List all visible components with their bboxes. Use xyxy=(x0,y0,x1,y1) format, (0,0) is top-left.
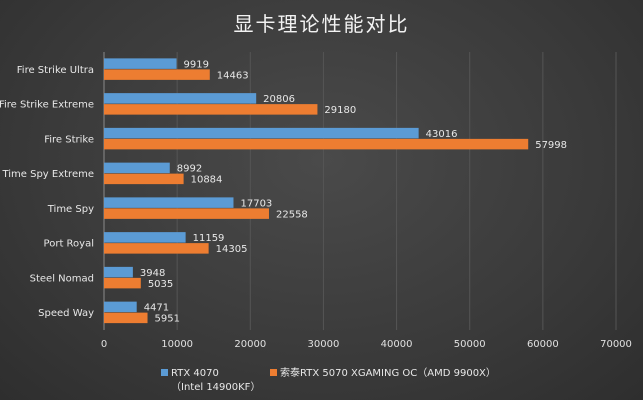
x-tick-label: 10000 xyxy=(161,339,193,350)
data-label: 10884 xyxy=(191,175,223,186)
x-tick-label: 0 xyxy=(101,339,107,350)
legend-swatch-icon xyxy=(270,369,277,376)
bar xyxy=(104,197,234,208)
data-label: 4471 xyxy=(144,303,169,314)
bar xyxy=(104,127,419,139)
data-label: 20806 xyxy=(263,94,295,105)
chart-title: 显卡理论性能对比 xyxy=(233,12,410,36)
bar xyxy=(104,93,257,104)
bar xyxy=(104,266,133,278)
x-tick-label: 20000 xyxy=(234,339,266,350)
data-label: 57998 xyxy=(535,140,567,151)
y-category-label: Steel Nomad xyxy=(30,273,94,284)
y-category-label: Fire Strike Ultra xyxy=(17,65,94,76)
data-label: 3948 xyxy=(140,268,165,279)
x-tick-label: 60000 xyxy=(527,339,559,350)
data-label: 43016 xyxy=(426,129,458,140)
y-category-label: Fire Strike xyxy=(44,134,94,145)
legend-swatch-icon xyxy=(161,369,168,376)
y-category-label: Time Spy xyxy=(47,204,94,215)
bar xyxy=(104,301,137,313)
y-category-label: Time Spy Extreme xyxy=(1,169,94,180)
y-category-label: Fire Strike Extreme xyxy=(0,100,94,111)
x-tick-label: 30000 xyxy=(308,339,340,350)
data-label: 11159 xyxy=(193,233,225,244)
bar xyxy=(104,58,177,69)
legend-label-line2: （Intel 14900KF） xyxy=(171,382,261,393)
legend-item-series-0: RTX 4070 （Intel 14900KF） xyxy=(161,367,260,395)
legend-item-series-1: 索泰RTX 5070 XGAMING OC（AMD 9900X） xyxy=(270,367,496,381)
bar xyxy=(104,173,184,185)
x-tick-label: 70000 xyxy=(600,339,632,350)
bar xyxy=(104,69,210,80)
bar xyxy=(104,243,209,254)
legend-label: 索泰RTX 5070 XGAMING OC（AMD 9900X） xyxy=(280,368,496,379)
data-label: 8992 xyxy=(177,164,202,175)
data-label: 17703 xyxy=(240,198,272,209)
data-label: 22558 xyxy=(276,209,308,220)
bar xyxy=(104,277,141,289)
data-label: 9919 xyxy=(184,59,209,70)
y-category-label: Speed Way xyxy=(38,308,94,319)
data-label: 14305 xyxy=(216,244,248,255)
data-label: 29180 xyxy=(324,105,356,116)
bar xyxy=(104,138,529,150)
x-tick-label: 40000 xyxy=(381,339,413,350)
legend-label: RTX 4070 xyxy=(171,368,219,379)
bar xyxy=(104,208,269,219)
y-category-label: Port Royal xyxy=(44,239,94,250)
bar xyxy=(104,232,186,243)
bar xyxy=(104,104,318,115)
data-label: 5951 xyxy=(155,314,180,325)
data-label: 5035 xyxy=(148,279,173,290)
data-label: 14463 xyxy=(217,70,249,81)
bar xyxy=(104,312,148,324)
x-tick-label: 50000 xyxy=(454,339,486,350)
bar xyxy=(104,162,170,174)
